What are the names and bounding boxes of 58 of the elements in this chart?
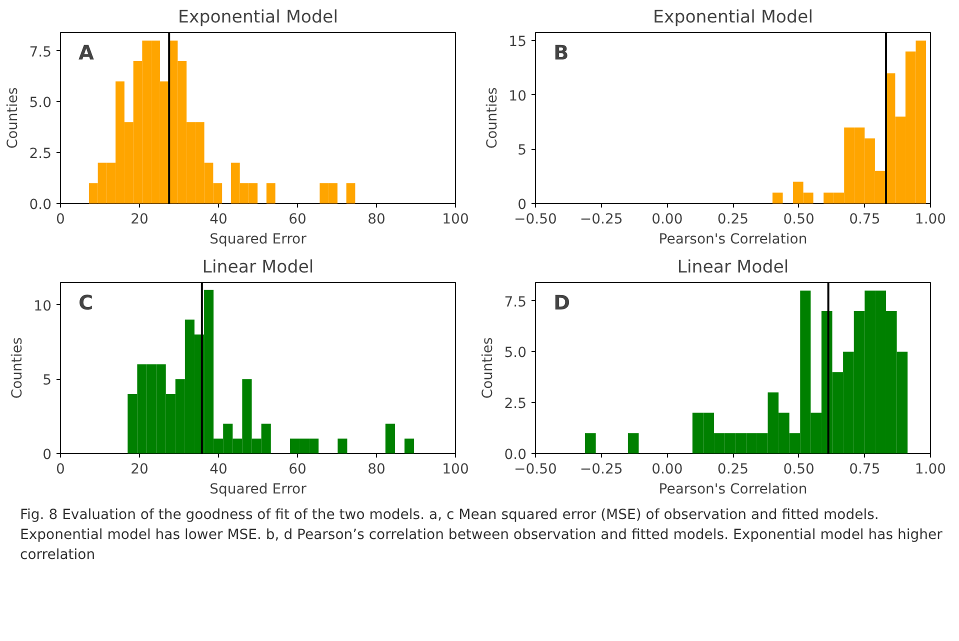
y-tick-label: 7.5	[29, 44, 52, 60]
x-tick-label: 20	[130, 212, 148, 228]
x-tick-label: 0.00	[652, 212, 683, 228]
x-axis-title: Squared Error	[210, 482, 307, 498]
y-tick-label: 2.5	[29, 146, 52, 162]
x-tick-label: 80	[368, 462, 386, 478]
x-axis-title: Pearson's Correlation	[658, 232, 808, 248]
x-tick-label: −0.50	[514, 462, 557, 478]
x-tick-label: 0.00	[652, 462, 683, 478]
y-tick-label: 5.0	[29, 95, 52, 112]
x-axis-title: Pearson's Correlation	[658, 482, 808, 498]
x-tick-label: 80	[368, 212, 386, 228]
x-tick-label: 1.00	[914, 462, 946, 478]
annotation: D	[554, 290, 570, 314]
x-tick-label: 1.00	[914, 212, 946, 228]
y-tick-label: 0	[42, 447, 52, 463]
y-tick-label: 10	[508, 88, 527, 104]
y-tick-label: 7.5	[504, 294, 526, 310]
annotation: A	[78, 40, 94, 64]
y-tick-label: 0	[518, 197, 527, 213]
x-tick-label: 40	[210, 212, 228, 228]
x-tick-label: 0.25	[717, 212, 749, 228]
x-tick-label: 0.50	[783, 212, 814, 228]
chart-title: Exponential Model	[178, 8, 338, 28]
x-tick-label: 100	[442, 212, 469, 228]
y-tick-label: 10	[34, 298, 52, 314]
chart-title: Linear Model	[677, 258, 789, 278]
x-tick-label: 60	[288, 462, 306, 478]
caption: Fig. 8 Evaluation of the goodness of fit of the two models. a, c Mean squared error (MSE) of observation and fitted models. Exponential model has lower MSE. b, d Pearson’s correlation between observation and fitted models. Exponential model has higher correlation	[20, 506, 944, 565]
y-tick-label: 0.0	[29, 197, 52, 213]
y-axis-title: Counties	[10, 337, 26, 399]
x-axis-title: Squared Error	[210, 232, 307, 248]
x-tick-label: 100	[442, 462, 469, 478]
chart-title: Exponential Model	[652, 8, 814, 28]
chart-title: Linear Model	[202, 258, 314, 278]
x-tick-label: 0	[56, 212, 65, 228]
y-tick-label: 0.0	[504, 447, 526, 463]
y-axis-title: Counties	[480, 337, 496, 399]
x-tick-label: 0	[56, 462, 65, 478]
x-tick-label: 20	[130, 462, 148, 478]
x-tick-label: 40	[210, 462, 228, 478]
x-tick-label: 0.50	[783, 462, 814, 478]
x-tick-label: 0.25	[717, 462, 749, 478]
x-tick-label: 60	[288, 212, 306, 228]
y-axis-title: Counties	[5, 87, 22, 149]
annotation: B	[554, 40, 569, 64]
y-tick-label: 5	[42, 372, 52, 389]
y-tick-label: 2.5	[504, 396, 526, 412]
annotation: C	[78, 290, 94, 314]
y-tick-label: 5.0	[504, 345, 526, 362]
x-tick-label: 0.75	[849, 462, 880, 478]
x-tick-label: 0.75	[849, 212, 880, 228]
x-tick-label: −0.50	[514, 212, 557, 228]
y-tick-label: 5	[518, 142, 527, 159]
x-tick-label: −0.25	[580, 212, 623, 228]
y-axis-title: Counties	[484, 87, 501, 149]
x-tick-label: −0.25	[580, 462, 623, 478]
y-tick-label: 15	[508, 34, 527, 50]
